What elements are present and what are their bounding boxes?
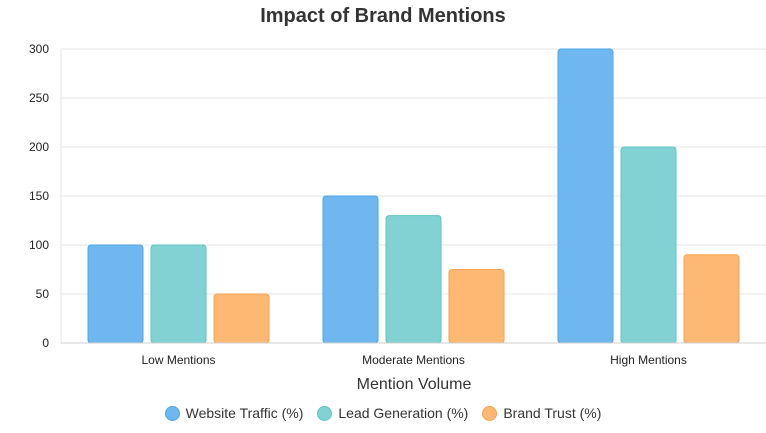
legend-item-brand-trust[interactable]: Brand Trust (%): [482, 405, 601, 421]
chart-title: Impact of Brand Mentions: [260, 5, 506, 27]
y-tick-label: 250: [29, 91, 49, 105]
bar[interactable]: [557, 48, 614, 344]
y-tick-label: 100: [29, 238, 49, 252]
bars: [87, 48, 740, 344]
legend-item-lead-generation[interactable]: Lead Generation (%): [317, 405, 468, 421]
bar[interactable]: [683, 254, 740, 344]
legend-label: Lead Generation (%): [338, 405, 469, 421]
y-tick-label: 300: [29, 42, 49, 56]
legend-swatch: [317, 405, 333, 421]
x-axis-label: Mention Volume: [356, 376, 472, 393]
x-tick-label: Moderate Mentions: [362, 353, 465, 367]
legend-label: Brand Trust (%): [503, 405, 602, 421]
y-tick-label: 0: [42, 336, 49, 350]
bar[interactable]: [620, 146, 677, 344]
bar[interactable]: [322, 195, 379, 344]
y-tick-label: 50: [36, 287, 50, 301]
x-tick-label: Low Mentions: [141, 353, 215, 367]
legend: Website Traffic (%) Lead Generation (%) …: [0, 405, 766, 421]
bar[interactable]: [448, 269, 505, 344]
x-axis: Low Mentions Moderate Mentions High Mentio…: [61, 342, 766, 367]
bar[interactable]: [150, 244, 207, 344]
legend-label: Website Traffic (%): [185, 405, 304, 421]
y-tick-label: 150: [29, 189, 49, 203]
y-axis: 0 50 100 150 200 250 300: [29, 42, 62, 350]
bar[interactable]: [385, 215, 442, 344]
legend-swatch: [164, 405, 180, 421]
bar[interactable]: [213, 293, 270, 344]
legend-swatch: [482, 405, 498, 421]
legend-item-website-traffic[interactable]: Website Traffic (%): [164, 405, 304, 421]
x-tick-label: High Mentions: [610, 353, 687, 367]
y-tick-label: 200: [29, 140, 49, 154]
bar[interactable]: [87, 244, 144, 344]
